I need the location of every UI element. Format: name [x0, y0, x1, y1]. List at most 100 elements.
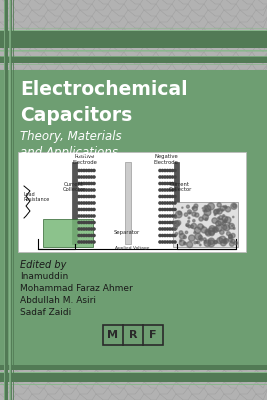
Circle shape	[80, 182, 83, 185]
Circle shape	[80, 215, 83, 217]
Circle shape	[213, 228, 217, 232]
Circle shape	[164, 169, 166, 172]
Circle shape	[164, 176, 166, 178]
Circle shape	[214, 240, 218, 244]
Circle shape	[166, 208, 168, 210]
Circle shape	[164, 234, 166, 236]
Circle shape	[225, 206, 231, 212]
Circle shape	[212, 218, 217, 223]
Circle shape	[175, 211, 182, 218]
Circle shape	[161, 228, 164, 230]
Circle shape	[199, 217, 203, 221]
Circle shape	[83, 189, 85, 191]
Circle shape	[174, 189, 176, 191]
Circle shape	[85, 182, 88, 185]
Circle shape	[174, 169, 176, 172]
Circle shape	[175, 232, 178, 235]
Circle shape	[192, 207, 194, 209]
Circle shape	[180, 240, 182, 242]
Circle shape	[186, 205, 189, 208]
Circle shape	[164, 241, 166, 243]
Circle shape	[209, 231, 214, 236]
Circle shape	[217, 238, 223, 244]
Circle shape	[194, 232, 196, 234]
Circle shape	[93, 169, 95, 172]
Circle shape	[187, 242, 193, 248]
Circle shape	[187, 210, 191, 214]
Circle shape	[78, 202, 80, 204]
Circle shape	[213, 227, 218, 232]
Circle shape	[83, 241, 85, 243]
Circle shape	[222, 216, 228, 222]
Circle shape	[176, 220, 181, 225]
Circle shape	[161, 169, 164, 172]
Circle shape	[78, 208, 80, 210]
Circle shape	[159, 202, 161, 204]
Circle shape	[88, 189, 90, 191]
Circle shape	[220, 240, 226, 246]
Text: Mohammad Faraz Ahmer: Mohammad Faraz Ahmer	[20, 284, 133, 293]
Circle shape	[85, 228, 88, 230]
Circle shape	[159, 182, 161, 185]
Circle shape	[80, 169, 83, 172]
Circle shape	[225, 217, 231, 223]
Bar	[173, 202, 238, 247]
Circle shape	[166, 182, 168, 185]
Circle shape	[166, 234, 168, 236]
Circle shape	[194, 241, 196, 244]
Circle shape	[164, 222, 166, 224]
Circle shape	[206, 231, 211, 236]
Circle shape	[233, 216, 234, 218]
Text: Positive
Electrode: Positive Electrode	[73, 154, 97, 165]
Circle shape	[197, 241, 200, 244]
Circle shape	[223, 206, 225, 207]
Circle shape	[161, 234, 164, 236]
Circle shape	[83, 169, 85, 172]
Circle shape	[196, 242, 198, 243]
Circle shape	[83, 202, 85, 204]
Circle shape	[93, 208, 95, 210]
Circle shape	[218, 217, 219, 219]
Circle shape	[171, 176, 174, 178]
Circle shape	[166, 215, 168, 217]
Circle shape	[208, 231, 210, 232]
Circle shape	[91, 169, 93, 172]
Text: Applied Voltage: Applied Voltage	[115, 246, 149, 250]
Circle shape	[78, 182, 80, 185]
Circle shape	[91, 215, 93, 217]
Circle shape	[231, 239, 235, 243]
Circle shape	[204, 206, 207, 209]
Circle shape	[230, 242, 234, 246]
Circle shape	[166, 189, 168, 191]
Circle shape	[207, 203, 214, 210]
Circle shape	[171, 234, 174, 236]
Circle shape	[225, 206, 226, 207]
Circle shape	[83, 195, 85, 198]
Circle shape	[166, 222, 168, 224]
Circle shape	[194, 204, 198, 208]
Circle shape	[223, 224, 230, 231]
Circle shape	[85, 215, 88, 217]
Bar	[4, 0, 8, 400]
Circle shape	[184, 242, 186, 245]
Circle shape	[88, 169, 90, 172]
Circle shape	[164, 189, 166, 191]
Circle shape	[216, 221, 221, 226]
Circle shape	[88, 222, 90, 224]
Circle shape	[159, 208, 161, 210]
Circle shape	[159, 195, 161, 198]
Circle shape	[198, 236, 203, 240]
Circle shape	[171, 195, 174, 198]
Text: Load
Resistance: Load Resistance	[23, 192, 49, 202]
Circle shape	[164, 202, 166, 204]
Text: Sadaf Zaidi: Sadaf Zaidi	[20, 308, 71, 317]
Circle shape	[166, 241, 168, 243]
Circle shape	[85, 195, 88, 198]
Circle shape	[219, 216, 223, 220]
Circle shape	[222, 225, 227, 230]
Bar	[0, 365, 267, 370]
Text: M: M	[108, 330, 119, 340]
Bar	[72, 162, 77, 244]
Circle shape	[93, 189, 95, 191]
Circle shape	[225, 206, 227, 208]
